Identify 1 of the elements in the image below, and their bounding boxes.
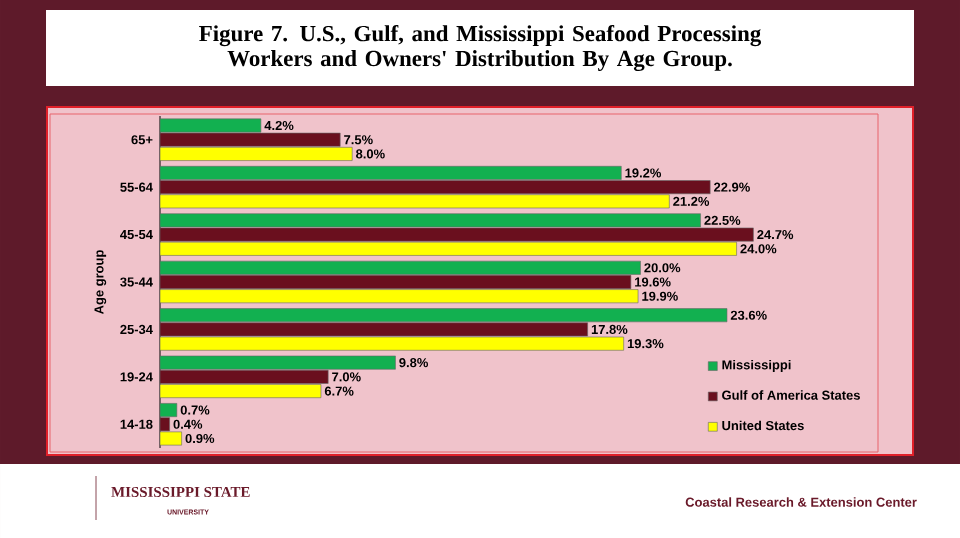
chart-title: Figure 7. U.S., Gulf, and Mississippi Seafood Processing Workers and Owners' Distribution By Age Group.: [199, 24, 762, 72]
